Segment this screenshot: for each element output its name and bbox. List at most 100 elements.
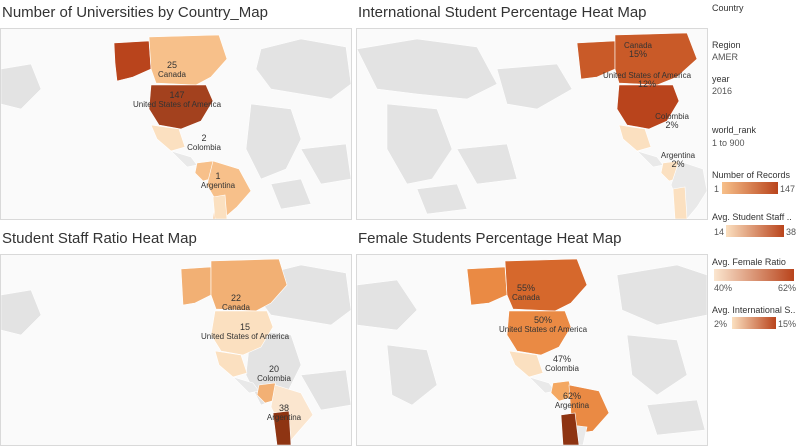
- argentina-shape: [212, 194, 228, 219]
- value-colombia: 2: [201, 133, 207, 143]
- value-canada: 15%: [628, 49, 647, 59]
- label-colombia: Colombia 2%: [652, 112, 692, 130]
- value-argentina: 62%: [562, 391, 581, 401]
- value-canada: 55%: [516, 283, 535, 293]
- value-usa: 15: [239, 322, 250, 332]
- map-staff-ratio[interactable]: [0, 254, 352, 446]
- label-colombia: 20 Colombia: [254, 364, 294, 384]
- mexico-shape: [214, 350, 248, 378]
- usa-shape: [210, 310, 274, 356]
- world-land: [357, 38, 573, 215]
- map-international[interactable]: [356, 28, 708, 220]
- value-argentina: 2%: [671, 159, 685, 169]
- americas: [466, 258, 610, 445]
- argentina-shape: [672, 186, 688, 219]
- name-colombia: Colombia: [257, 374, 291, 383]
- label-argentina: 1 Argentina: [198, 172, 238, 191]
- label-canada: 25 Canada: [154, 61, 190, 80]
- legend-records-lo: 1: [714, 184, 720, 194]
- value-colombia: 20: [268, 364, 279, 374]
- panel-staff-ratio-map: Student Staff Ratio Heat Map 22 Canad: [0, 226, 352, 446]
- filter-year-title: year: [712, 74, 730, 84]
- usa-shape: [148, 84, 214, 130]
- legend-staff-lo: 14: [714, 227, 725, 237]
- canada-shape: [210, 258, 288, 312]
- filter-region-value[interactable]: AMER: [712, 52, 739, 62]
- canada-shape: [148, 34, 228, 86]
- legend-records-hi: 147: [780, 184, 796, 194]
- filter-region-title: Region: [712, 40, 741, 50]
- label-canada: 55% Canada: [506, 283, 546, 303]
- legend-staff-title: Avg. Student Staff ..: [712, 212, 792, 222]
- legend-staff-ramp: [726, 225, 784, 237]
- argentina-shape: [560, 412, 580, 445]
- label-usa: 15 United States of America: [190, 322, 300, 342]
- legend-female-lo: 40%: [714, 283, 733, 293]
- label-usa: 147 United States of America: [122, 90, 232, 110]
- legend-international-lo: 2%: [714, 319, 728, 329]
- filter-world-rank-value[interactable]: 1 to 900: [712, 138, 745, 148]
- alaska-shape: [113, 40, 152, 82]
- map-svg: [1, 258, 351, 445]
- name-argentina: Argentina: [554, 401, 590, 410]
- label-canada: 22 Canada: [216, 293, 256, 313]
- name-colombia: Colombia: [545, 364, 579, 373]
- name-canada: Canada: [221, 303, 251, 312]
- panel-universities-map: Number of Universities by Country_Map: [0, 0, 352, 222]
- name-usa: United States of America: [132, 100, 222, 109]
- name-usa: United States of America: [200, 332, 290, 341]
- legend-records-ramp: [722, 182, 778, 194]
- label-usa: United States of America 12%: [592, 71, 702, 89]
- alaska-shape: [576, 40, 616, 80]
- world-land: [1, 38, 351, 210]
- alaska-shape: [180, 266, 212, 306]
- name-colombia: Colombia: [655, 112, 689, 121]
- legend-international-hi: 15%: [778, 319, 797, 329]
- value-usa: 147: [169, 90, 185, 100]
- value-colombia: 2%: [665, 120, 679, 130]
- legend-staff-hi: 38: [786, 227, 797, 237]
- canada-shape: [504, 258, 588, 312]
- panel-title: Student Staff Ratio Heat Map: [2, 230, 197, 247]
- name-argentina: Argentina: [660, 151, 696, 160]
- filter-legend-sidebar: Country Region AMER year 2016 world_rank…: [712, 0, 800, 446]
- name-canada: Canada: [623, 41, 653, 50]
- legend-records-title: Number of Records: [712, 170, 791, 180]
- central-america: [528, 376, 556, 394]
- legend-international-ramp: [732, 317, 776, 329]
- panel-title: Female Students Percentage Heat Map: [358, 230, 622, 247]
- value-usa: 50%: [533, 315, 552, 325]
- usa-shape: [616, 84, 680, 130]
- legend-international-title: Avg. International S..: [712, 305, 796, 315]
- filter-year-value[interactable]: 2016: [712, 86, 733, 96]
- mexico-shape: [508, 350, 544, 378]
- americas: [576, 32, 707, 219]
- map-svg: [1, 34, 351, 219]
- map-universities[interactable]: [0, 28, 352, 220]
- mexico-shape: [618, 124, 652, 152]
- filter-world-rank-title: world_rank: [712, 125, 757, 135]
- panel-title: Number of Universities by Country_Map: [2, 4, 268, 21]
- legend-female-title: Avg. Female Ratio: [712, 257, 786, 267]
- canada-shape: [614, 32, 698, 86]
- label-colombia: 2 Colombia: [184, 133, 224, 153]
- value-canada: 22: [230, 293, 241, 303]
- americas: [113, 34, 252, 219]
- value-usa: 12%: [637, 79, 656, 89]
- label-canada: Canada 15%: [618, 41, 658, 59]
- map-female[interactable]: [356, 254, 708, 446]
- south-america: [206, 160, 252, 219]
- world-land: [357, 264, 707, 436]
- value-colombia: 47%: [552, 354, 571, 364]
- legend-female-ramp: [714, 269, 794, 281]
- central-america: [170, 150, 198, 168]
- map-svg: [357, 32, 707, 219]
- usa-shape: [506, 310, 572, 356]
- argentina-shape: [272, 410, 292, 445]
- filter-country-title[interactable]: Country: [712, 3, 744, 13]
- label-argentina: Argentina 2%: [658, 151, 698, 169]
- panel-title: International Student Percentage Heat Ma…: [358, 4, 647, 21]
- name-usa: United States of America: [498, 325, 588, 334]
- name-colombia: Colombia: [187, 143, 221, 152]
- mexico-shape: [150, 124, 186, 152]
